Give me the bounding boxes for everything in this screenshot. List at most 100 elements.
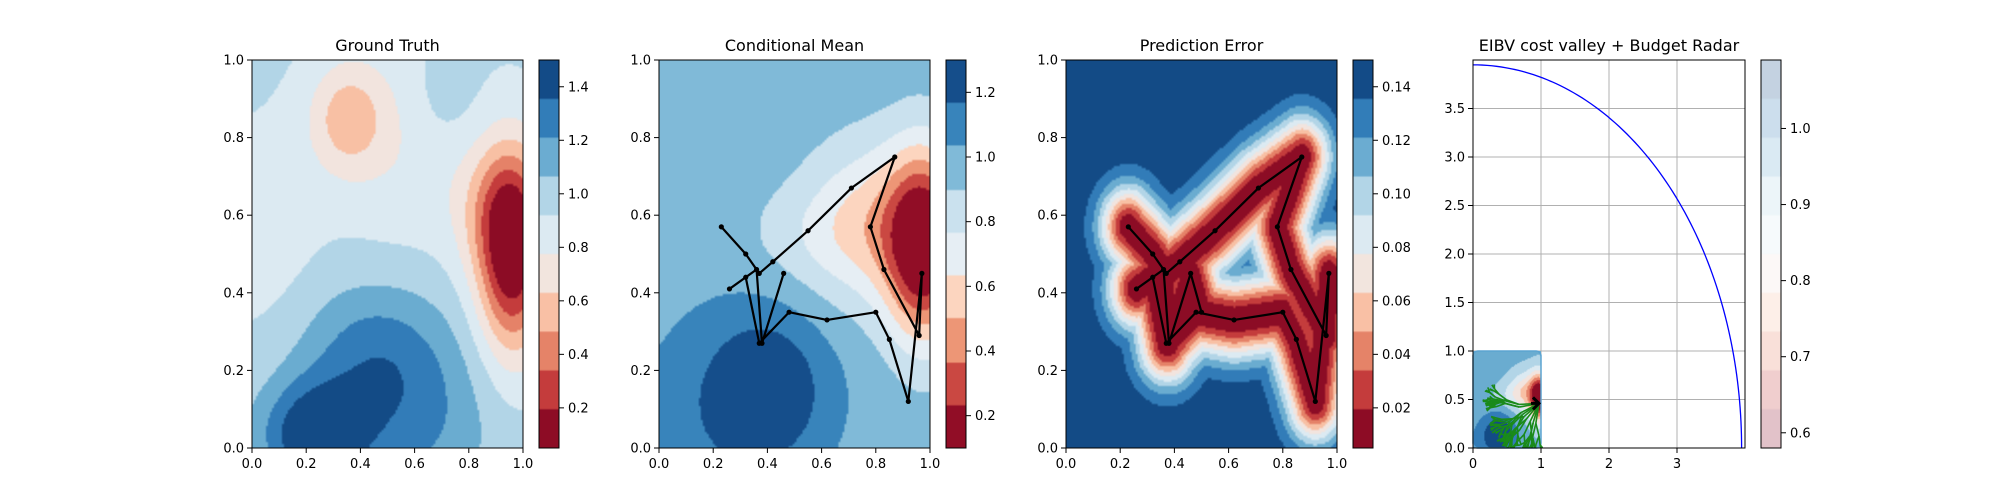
eibv-colorbar bbox=[1761, 60, 1781, 448]
sampling-path-point bbox=[1163, 270, 1169, 276]
candidate-path-branch bbox=[1527, 434, 1533, 443]
sampling-path-point bbox=[916, 332, 922, 339]
candidate-path-branch bbox=[1531, 437, 1536, 447]
prediction-error-colorbar-frame bbox=[1352, 59, 1374, 449]
colorbar-tick-label: 0.6 bbox=[1790, 426, 1811, 441]
x-tick-label: 0.4 bbox=[1164, 457, 1185, 472]
x-tick-label: 0.2 bbox=[296, 457, 317, 472]
candidate-path-branch bbox=[1535, 451, 1537, 455]
x-tick-label: 0.8 bbox=[1272, 457, 1293, 472]
sampling-path-point bbox=[905, 398, 911, 405]
candidate-path-branch bbox=[1523, 421, 1531, 435]
candidate-path-branch bbox=[1493, 384, 1496, 390]
y-tick-label: 0.5 bbox=[1444, 393, 1465, 408]
candidate-path-branch bbox=[1497, 399, 1507, 402]
candidate-path-branch bbox=[1534, 444, 1537, 448]
sampling-path-point bbox=[1150, 251, 1156, 257]
prediction-error-heatmap bbox=[1066, 60, 1337, 448]
sampling-path-point bbox=[1193, 309, 1199, 315]
x-tick-label: 0.0 bbox=[242, 457, 263, 472]
prediction-error-title: Prediction Error bbox=[1140, 36, 1264, 55]
candidate-path-branch bbox=[1498, 393, 1508, 401]
candidate-path-branch bbox=[1511, 412, 1522, 423]
sampling-path-point bbox=[824, 317, 830, 323]
x-tick-label: 1.0 bbox=[920, 457, 941, 472]
ground-truth-colorbar-frame bbox=[538, 59, 560, 449]
candidate-path-branch bbox=[1535, 453, 1536, 457]
sampling-path-point bbox=[770, 259, 776, 265]
candidate-path-branch bbox=[1518, 418, 1528, 431]
colorbar-tick-label: 0.4 bbox=[568, 348, 589, 363]
colorbar-tick-label: 0.02 bbox=[1382, 401, 1411, 416]
sampling-path-point bbox=[1231, 317, 1237, 323]
candidate-path-branch bbox=[1503, 421, 1513, 429]
candidate-path-branch bbox=[1492, 399, 1499, 405]
candidate-path-branch bbox=[1485, 403, 1491, 407]
sampling-path-point bbox=[1188, 270, 1194, 276]
y-tick-label: 0.2 bbox=[630, 364, 651, 379]
conditional-mean-colorbar-frame bbox=[945, 59, 967, 449]
sampling-path-point bbox=[743, 274, 749, 280]
candidate-path-branch bbox=[1526, 450, 1529, 454]
x-tick-label: 0.2 bbox=[703, 457, 724, 472]
colorbar-tick-label: 1.2 bbox=[975, 86, 996, 101]
ground-truth-title: Ground Truth bbox=[335, 36, 440, 55]
conditional-mean-colorbar bbox=[946, 60, 966, 448]
candidate-path-branch bbox=[1495, 430, 1500, 435]
x-tick-label: 0.0 bbox=[649, 457, 670, 472]
y-tick-label: 0.0 bbox=[630, 442, 651, 457]
sampling-path-point bbox=[786, 309, 792, 315]
colorbar-tick-label: 0.8 bbox=[568, 241, 589, 256]
y-tick-label: 0.0 bbox=[1444, 442, 1465, 457]
sampling-path-point bbox=[743, 251, 749, 257]
colorbar-tick-label: 1.0 bbox=[568, 187, 589, 202]
candidate-path-branch bbox=[1498, 426, 1505, 432]
colorbar-tick-label: 0.2 bbox=[568, 401, 589, 416]
sampling-path-point bbox=[1133, 286, 1140, 292]
candidate-path-branch bbox=[1509, 438, 1513, 446]
colorbar-tick-label: 0.6 bbox=[568, 294, 589, 309]
sampling-path-point bbox=[1299, 154, 1305, 160]
candidate-path-branch bbox=[1541, 451, 1543, 454]
sampling-path-point bbox=[1274, 224, 1280, 230]
x-tick-label: 1.0 bbox=[1327, 457, 1348, 472]
candidate-path-branch bbox=[1530, 451, 1532, 455]
colorbar-tick-label: 0.2 bbox=[975, 409, 996, 424]
candidate-path-branch bbox=[1489, 388, 1494, 392]
sampling-path-line bbox=[720, 155, 923, 403]
sampling-path-point bbox=[1166, 340, 1172, 346]
prediction-error-axes-frame bbox=[1065, 59, 1338, 449]
conditional-mean-heatmap bbox=[659, 60, 930, 448]
candidate-path-branch bbox=[1535, 453, 1536, 458]
y-tick-label: 0.8 bbox=[1037, 131, 1058, 146]
candidate-path-branch bbox=[1524, 454, 1527, 459]
sampling-path-point bbox=[1177, 259, 1183, 265]
y-tick-label: 0.2 bbox=[223, 364, 244, 379]
candidate-path-branch bbox=[1498, 432, 1502, 438]
y-tick-label: 2.0 bbox=[1444, 248, 1465, 263]
y-tick-label: 0.6 bbox=[1037, 209, 1058, 224]
sampling-path-point bbox=[1160, 266, 1167, 273]
x-tick-label: 2 bbox=[1605, 457, 1613, 472]
sampling-path-point bbox=[1293, 336, 1299, 342]
candidate-path-branch bbox=[1532, 451, 1534, 454]
candidate-path-branch bbox=[1521, 450, 1522, 454]
x-tick-label: 1.0 bbox=[513, 457, 534, 472]
ground-truth-colorbar bbox=[539, 60, 559, 448]
colorbar-tick-label: 1.4 bbox=[568, 80, 589, 95]
candidate-path-branch bbox=[1489, 402, 1493, 408]
candidate-path-branch bbox=[1526, 449, 1527, 453]
candidate-path-branch bbox=[1529, 451, 1530, 455]
candidate-path-branch bbox=[1532, 451, 1533, 456]
sampling-path-point bbox=[756, 270, 762, 276]
y-tick-label: 1.0 bbox=[223, 54, 244, 69]
sampling-path-point bbox=[873, 309, 879, 315]
candidate-path-branch bbox=[1500, 420, 1511, 426]
candidate-path-branch bbox=[1525, 442, 1530, 448]
candidate-path-branch bbox=[1495, 400, 1506, 405]
y-tick-label: 1.0 bbox=[630, 54, 651, 69]
candidate-path-branch bbox=[1503, 430, 1507, 438]
candidate-path-branch bbox=[1487, 398, 1492, 401]
y-tick-label: 3.0 bbox=[1444, 151, 1465, 166]
candidate-path-branch bbox=[1517, 435, 1521, 442]
